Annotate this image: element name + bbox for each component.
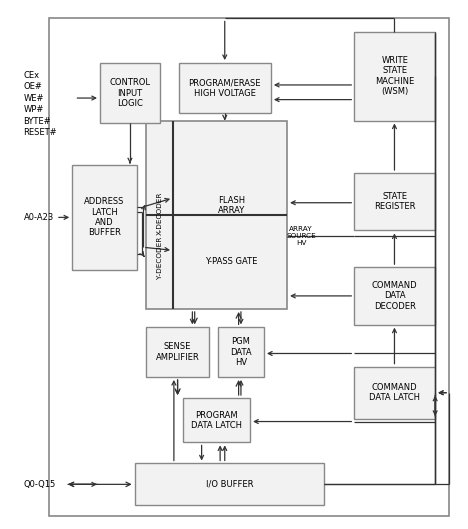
Text: ADDRESS
LATCH
AND
BUFFER: ADDRESS LATCH AND BUFFER xyxy=(84,197,124,238)
FancyBboxPatch shape xyxy=(218,327,264,377)
Text: WE#: WE# xyxy=(23,94,44,103)
FancyBboxPatch shape xyxy=(354,173,435,231)
FancyBboxPatch shape xyxy=(135,463,324,505)
Text: WP#: WP# xyxy=(23,105,44,114)
Text: Y-DECODER: Y-DECODER xyxy=(157,236,163,279)
Text: RESET#: RESET# xyxy=(23,128,57,137)
FancyBboxPatch shape xyxy=(183,398,250,442)
FancyBboxPatch shape xyxy=(178,63,271,113)
Text: Y-PASS GATE: Y-PASS GATE xyxy=(205,257,258,266)
Text: PGM
DATA
HV: PGM DATA HV xyxy=(230,338,252,367)
Text: COMMAND
DATA LATCH: COMMAND DATA LATCH xyxy=(369,383,420,403)
Text: STATE
REGISTER: STATE REGISTER xyxy=(374,192,416,212)
Text: CEx: CEx xyxy=(23,70,40,79)
Text: COMMAND
DATA
DECODER: COMMAND DATA DECODER xyxy=(372,281,417,311)
Text: SENSE
AMPLIFIER: SENSE AMPLIFIER xyxy=(155,342,199,362)
Text: WRITE
STATE
MACHINE
(WSM): WRITE STATE MACHINE (WSM) xyxy=(375,56,414,96)
Text: Q0-Q15: Q0-Q15 xyxy=(23,480,56,489)
FancyBboxPatch shape xyxy=(354,367,435,419)
Text: ARRAY
SOURCE
HV: ARRAY SOURCE HV xyxy=(286,226,316,245)
Text: A0-A23: A0-A23 xyxy=(23,213,54,222)
Text: CONTROL
INPUT
LOGIC: CONTROL INPUT LOGIC xyxy=(110,78,150,108)
Text: PROGRAM/ERASE
HIGH VOLTAGE: PROGRAM/ERASE HIGH VOLTAGE xyxy=(189,78,261,97)
FancyBboxPatch shape xyxy=(354,267,435,325)
FancyBboxPatch shape xyxy=(100,63,160,123)
Text: FLASH
ARRAY: FLASH ARRAY xyxy=(218,196,245,215)
Text: X-DECODER: X-DECODER xyxy=(157,192,163,235)
FancyBboxPatch shape xyxy=(72,165,137,270)
FancyBboxPatch shape xyxy=(354,32,435,121)
Text: BYTE#: BYTE# xyxy=(23,116,51,125)
FancyBboxPatch shape xyxy=(146,327,209,377)
Text: PROGRAM
DATA LATCH: PROGRAM DATA LATCH xyxy=(191,411,242,430)
Text: I/O BUFFER: I/O BUFFER xyxy=(205,480,253,489)
Text: OE#: OE# xyxy=(23,82,43,91)
FancyBboxPatch shape xyxy=(146,121,287,309)
